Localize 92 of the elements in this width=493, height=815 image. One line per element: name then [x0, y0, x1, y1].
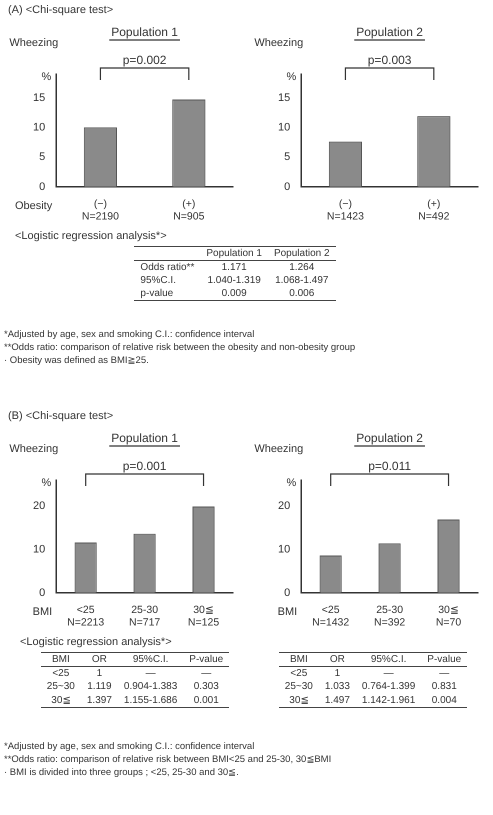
text: 0.004	[432, 694, 457, 706]
x-tick-label: <25 N=1432	[312, 604, 350, 629]
y-tick-label: 15	[278, 92, 290, 104]
text: p=0.001	[122, 459, 167, 473]
x-tick-label: 25-30 N=717	[129, 604, 160, 629]
category-label: 25~30	[284, 681, 313, 692]
category-label: 30≦	[51, 695, 70, 706]
y-tick-label: 0	[39, 586, 46, 599]
text: 0.303	[194, 681, 219, 692]
text: —	[384, 668, 394, 679]
category-label: Population 2	[272, 247, 331, 260]
text: 1.171	[222, 262, 247, 273]
text: 1	[96, 668, 102, 679]
x-tick-label: (+) N=905	[173, 198, 205, 223]
text: 1.068-1.497	[275, 275, 328, 286]
y-tick-label: 15	[32, 92, 46, 104]
text: 1.397	[86, 694, 112, 706]
text: 0.001	[194, 694, 219, 706]
text: 1.040-1.319	[207, 275, 261, 286]
x-tick-label: 30≦ N=70	[436, 604, 462, 629]
y-tick-label: 20	[32, 500, 46, 512]
y-tick-label: 0	[284, 180, 290, 193]
category-label: 95%C.I.	[370, 653, 408, 666]
x-tick-label: (+) N=492	[418, 198, 450, 223]
text: *Adjusted by age, sex and smoking C.I.: confidence interval	[4, 740, 256, 753]
category-label: 95%C.I.	[140, 275, 176, 286]
x-axis-title: BMI	[278, 606, 298, 618]
text: *Adjusted by age, sex and smoking C.I.: confidence interval	[4, 328, 256, 341]
category-label: P-value	[426, 653, 462, 666]
category-label: Odds ratio**	[140, 262, 194, 273]
text: 0.831	[432, 681, 457, 692]
text: p=0.002	[122, 53, 167, 67]
y-tick-label: 10	[32, 543, 46, 556]
x-tick-label: (−) N=1423	[326, 198, 364, 223]
text: Wheezing %	[9, 443, 58, 489]
x-axis-title: BMI	[32, 606, 52, 618]
y-tick-label: 10	[32, 121, 46, 134]
text: —	[439, 668, 450, 679]
text: (A) <Chi-square test>	[8, 4, 114, 16]
y-tick-label: 10	[278, 543, 290, 556]
text: 1.142-1.961	[362, 694, 416, 706]
text: 0.006	[289, 288, 314, 299]
category-label: OR	[328, 653, 346, 666]
text: **Odds ratio: comparison of relative risk between BMI<25 and 25-30, 30≦BMI	[4, 753, 332, 766]
text: · Obesity was defined as BMI≧25.	[4, 354, 150, 367]
text: 0.009	[222, 288, 247, 299]
text: Wheezing %	[254, 37, 304, 83]
category-label: OR	[90, 653, 108, 666]
category-label: Population 1	[205, 247, 263, 260]
text: Wheezing %	[9, 37, 58, 83]
y-tick-label: 10	[278, 121, 290, 134]
text: p=0.011	[368, 459, 412, 473]
x-tick-label: 30≦ N=125	[188, 604, 220, 629]
text: (B) <Chi-square test>	[8, 410, 114, 422]
text: 0.904-1.383	[124, 681, 178, 692]
text: · BMI is divided into three groups ; <25, 25-30 and 30≦.	[4, 766, 240, 779]
text: <Logistic regression analysis*>	[20, 636, 173, 648]
text: 1.497	[324, 694, 350, 706]
text: 0.764-1.399	[362, 681, 416, 692]
category-label: BMI	[288, 653, 309, 666]
text: 1.264	[289, 262, 314, 273]
y-tick-label: 20	[278, 500, 290, 512]
x-axis-title: Obesity	[14, 200, 53, 212]
text: —	[201, 668, 212, 679]
category-label: 25~30	[46, 681, 75, 692]
y-tick-label: 0	[39, 180, 46, 193]
y-tick-label: 0	[284, 586, 290, 599]
x-tick-label: (−) N=2190	[82, 198, 120, 223]
y-tick-label: 5	[39, 151, 46, 164]
chart-title: Population 1	[111, 431, 178, 445]
category-label: 95%C.I.	[132, 653, 170, 666]
text: p=0.003	[368, 53, 412, 67]
text: **Odds ratio: comparison of relative risk between the obesity and non-obesity group	[4, 341, 356, 354]
text: <Logistic regression analysis*>	[15, 230, 168, 242]
category-label: <25	[52, 668, 70, 679]
text: 1	[334, 668, 340, 679]
x-tick-label: <25 N=2213	[67, 604, 104, 629]
chart-title: Population 2	[356, 431, 424, 445]
text: 1.033	[324, 681, 350, 692]
category-label: BMI	[50, 653, 71, 666]
chart-title: Population 2	[356, 25, 424, 39]
x-tick-label: 25-30 N=392	[374, 604, 406, 629]
text: —	[146, 668, 156, 679]
text: Wheezing %	[254, 443, 304, 489]
text: 1.155-1.686	[124, 694, 178, 706]
text: 1.119	[87, 681, 112, 692]
category-label: <25	[290, 668, 308, 679]
category-label: p-value	[140, 288, 174, 299]
chart-title: Population 1	[111, 25, 178, 39]
category-label: 30≦	[289, 695, 308, 706]
y-tick-label: 5	[284, 151, 290, 164]
category-label: P-value	[188, 653, 224, 666]
